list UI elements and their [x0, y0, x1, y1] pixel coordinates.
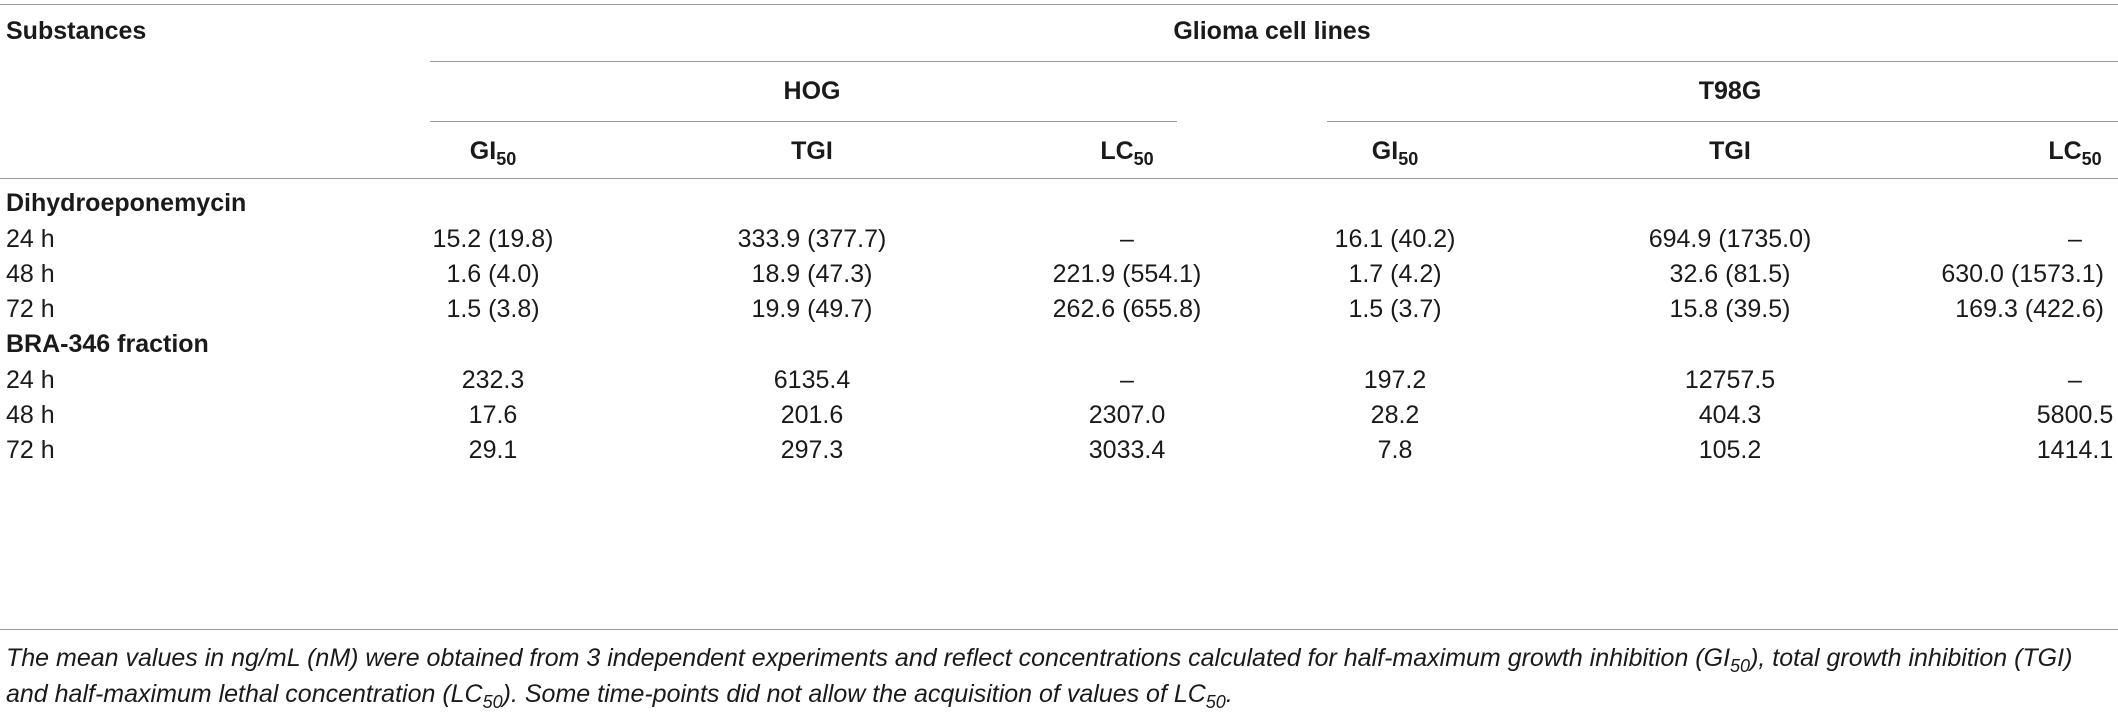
- table-cell: 404.3: [1698, 401, 1762, 429]
- t98g-lc50-header: LC50: [2048, 137, 2102, 169]
- table-footnote: The mean values in ng/mL (nM) were obtai…: [6, 644, 2073, 712]
- table-cell: –: [1120, 366, 1134, 394]
- row-time: 72 h: [6, 295, 55, 323]
- table-bottom-rule: [0, 629, 2118, 630]
- table-cell: 694.9 (1735.0): [1648, 225, 1812, 253]
- t98g-tgi-header: TGI: [1709, 137, 1751, 165]
- table-cell: 17.6: [468, 401, 518, 429]
- table-cell: 262.6 (655.8): [1052, 295, 1202, 323]
- row-time: 72 h: [6, 436, 55, 464]
- table-cell: –: [2068, 366, 2082, 394]
- table-cell: 2307.0: [1088, 401, 1166, 429]
- t98g-gi50-header: GI50: [1371, 137, 1419, 169]
- table-cell: 297.3: [780, 436, 844, 464]
- table-cell: 1.7 (4.2): [1348, 260, 1442, 288]
- row-time: 24 h: [6, 225, 55, 253]
- table-cell: 3033.4: [1088, 436, 1166, 464]
- t98g-underline: [1327, 121, 2118, 122]
- table-cell: 28.2: [1370, 401, 1420, 429]
- table-cell: –: [2068, 225, 2082, 253]
- table-cell: 333.9 (377.7): [737, 225, 887, 253]
- row-time: 24 h: [6, 366, 55, 394]
- table-cell: 1414.1: [2036, 436, 2114, 464]
- hog-gi50-header: GI50: [469, 137, 517, 169]
- table-cell: 201.6: [780, 401, 844, 429]
- section-title: BRA-346 fraction: [6, 330, 209, 358]
- substances-header: Substances: [6, 17, 147, 45]
- table-cell: 197.2: [1363, 366, 1427, 394]
- glioma-group-header: Glioma cell lines: [1173, 17, 1371, 45]
- table-cell: 15.2 (19.8): [432, 225, 554, 253]
- hog-lc50-header: LC50: [1100, 137, 1154, 169]
- table-cell: 630.0 (1573.1): [1941, 260, 2104, 288]
- table-top-rule: [0, 4, 2118, 5]
- table-cell: 12757.5: [1684, 366, 1776, 394]
- table-cell: 1.5 (3.7): [1348, 295, 1442, 323]
- table-cell: 15.8 (39.5): [1669, 295, 1791, 323]
- table-cell: 169.3 (422.6): [1955, 295, 2104, 323]
- table-cell: 29.1: [468, 436, 518, 464]
- table-cell: 1.6 (4.0): [446, 260, 540, 288]
- group-underline: [430, 61, 2118, 62]
- table-cell: 221.9 (554.1): [1052, 260, 1202, 288]
- section-title: Dihydroeponemycin: [6, 189, 247, 217]
- table-cell: –: [1120, 225, 1134, 253]
- header-bottom-rule: [0, 178, 2118, 179]
- table-cell: 6135.4: [773, 366, 851, 394]
- t98g-header: T98G: [1698, 77, 1762, 105]
- table-cell: 1.5 (3.8): [446, 295, 540, 323]
- table-cell: 5800.5: [2036, 401, 2114, 429]
- table-cell: 7.8: [1377, 436, 1413, 464]
- hog-tgi-header: TGI: [791, 137, 833, 165]
- table-cell: 19.9 (49.7): [751, 295, 873, 323]
- row-time: 48 h: [6, 260, 55, 288]
- table-cell: 16.1 (40.2): [1334, 225, 1456, 253]
- table-cell: 18.9 (47.3): [751, 260, 873, 288]
- table-cell: 32.6 (81.5): [1669, 260, 1791, 288]
- hog-underline: [430, 121, 1177, 122]
- table-cell: 105.2: [1698, 436, 1762, 464]
- row-time: 48 h: [6, 401, 55, 429]
- table-cell: 232.3: [461, 366, 525, 394]
- hog-header: HOG: [783, 77, 841, 105]
